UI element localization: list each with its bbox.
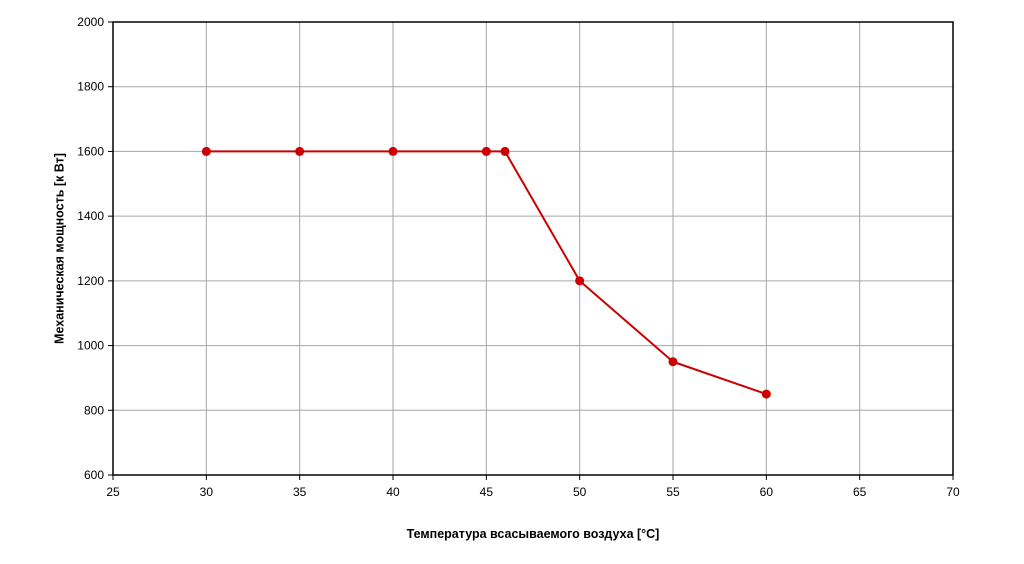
data-point: [575, 276, 585, 286]
data-point: [761, 389, 771, 399]
y-tick-label: 1400: [77, 209, 104, 223]
data-point: [201, 146, 211, 156]
series-layer: [201, 146, 771, 399]
y-tick-label: 2000: [77, 15, 104, 29]
grid: [113, 22, 953, 475]
y-tick-label: 1800: [77, 80, 104, 94]
x-tick-label: 55: [666, 485, 680, 499]
y-tick-label: 1600: [77, 144, 104, 158]
plot-area-frame: [112, 21, 954, 476]
data-point: [500, 146, 510, 156]
x-tick-label: 35: [293, 485, 307, 499]
x-tick-label: 45: [480, 485, 494, 499]
y-tick-label: 1000: [77, 339, 104, 353]
x-tick-label: 70: [946, 485, 960, 499]
y-axis-ticks: 600 800 1000 1200 1400 1600 1800 2000: [77, 15, 113, 482]
data-point: [388, 146, 398, 156]
x-tick-label: 50: [573, 485, 587, 499]
y-axis-title: Механическая мощность [к Вт]: [52, 153, 66, 344]
x-tick-label: 40: [386, 485, 400, 499]
data-point: [295, 146, 305, 156]
x-axis-ticks: 25 30 35 40 45 50 55 60 65 70: [106, 475, 960, 499]
y-tick-label: 800: [84, 403, 104, 417]
x-axis-title: Температура всасываемого воздуха [°C]: [407, 527, 660, 541]
data-point: [668, 357, 678, 367]
y-tick-label: 1200: [77, 274, 104, 288]
series-line: [206, 150, 767, 396]
x-tick-label: 25: [106, 485, 120, 499]
x-tick-label: 30: [200, 485, 214, 499]
data-point: [481, 146, 491, 156]
y-tick-label: 600: [84, 468, 104, 482]
x-tick-label: 65: [853, 485, 867, 499]
x-tick-label: 60: [760, 485, 774, 499]
